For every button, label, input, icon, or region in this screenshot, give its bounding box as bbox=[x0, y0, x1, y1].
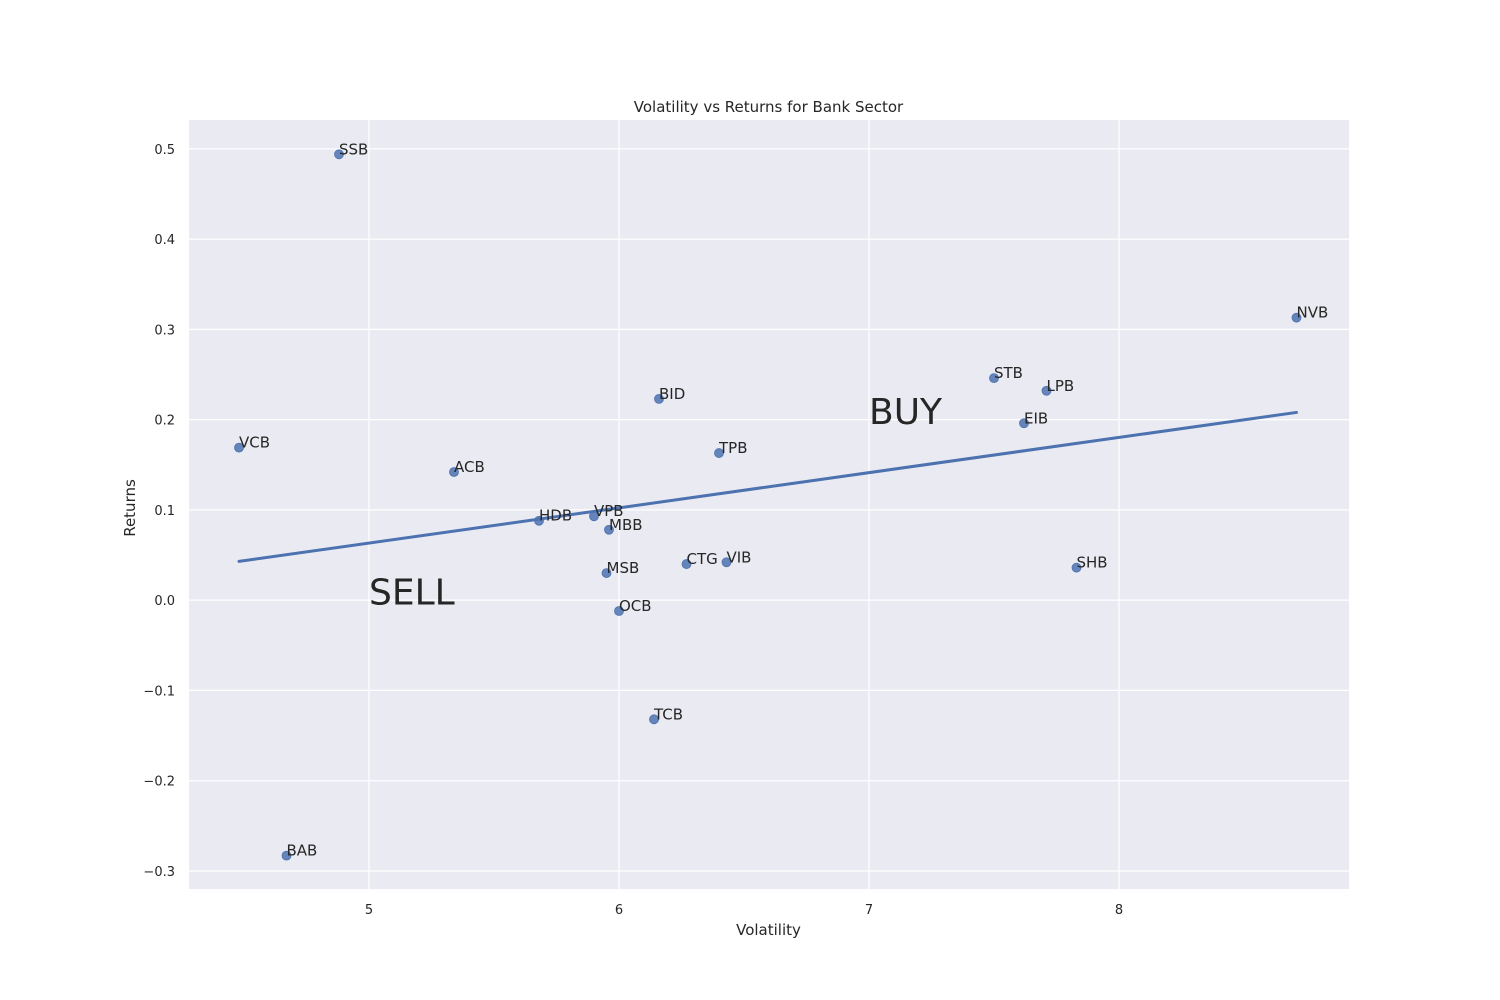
point-label-mbb: MBB bbox=[609, 516, 643, 534]
point-label-lpb: LPB bbox=[1047, 377, 1075, 395]
point-label-eib: EIB bbox=[1024, 409, 1048, 427]
data-point-hdb bbox=[534, 515, 544, 526]
y-tick-label: −0.1 bbox=[143, 684, 175, 699]
data-point-mbb bbox=[604, 524, 614, 535]
y-tick-label: 0.5 bbox=[154, 143, 175, 158]
point-label-stb: STB bbox=[994, 364, 1023, 382]
point-label-ocb: OCB bbox=[619, 597, 652, 615]
y-axis-label: Returns bbox=[121, 479, 139, 537]
y-tick-label: 0.1 bbox=[154, 504, 175, 519]
y-tick-label: 0.0 bbox=[154, 594, 175, 609]
point-label-tpb: TPB bbox=[718, 439, 748, 457]
point-label-shb: SHB bbox=[1077, 554, 1108, 572]
data-point-acb bbox=[449, 467, 459, 477]
data-points bbox=[234, 149, 1302, 861]
point-label-msb: MSB bbox=[607, 559, 640, 577]
point-label-vib: VIB bbox=[727, 548, 752, 566]
data-point-shb bbox=[1071, 562, 1082, 573]
point-label-vcb: VCB bbox=[239, 434, 270, 452]
data-point-vpb bbox=[589, 511, 599, 522]
data-point-vib bbox=[721, 557, 732, 568]
x-tick-label: 7 bbox=[865, 903, 873, 918]
data-point-ssb bbox=[334, 149, 344, 160]
data-point-stb bbox=[989, 373, 999, 384]
x-axis-label: Volatility bbox=[736, 921, 801, 939]
trend-line bbox=[237, 410, 1298, 563]
y-tick-label: −0.3 bbox=[143, 865, 175, 880]
grid-lines bbox=[189, 120, 1349, 889]
data-point-tcb bbox=[649, 714, 659, 725]
point-label-bab: BAB bbox=[287, 842, 318, 860]
point-label-ctg: CTG bbox=[687, 550, 718, 568]
plot-area bbox=[189, 120, 1349, 889]
point-label-acb: ACB bbox=[454, 458, 485, 476]
point-label-nvb: NVB bbox=[1297, 304, 1329, 322]
x-tick-label: 5 bbox=[365, 903, 373, 918]
annotations: BUY SELL bbox=[369, 392, 943, 614]
data-point-vcb bbox=[234, 442, 244, 453]
data-point-bid bbox=[654, 393, 664, 404]
point-label-bid: BID bbox=[659, 385, 685, 403]
annotation-buy: BUY bbox=[869, 392, 943, 433]
y-tick-labels: 0.5 0.4 0.3 0.2 0.1 0.0 −0.1 −0.2 −0.3 bbox=[143, 143, 175, 880]
data-point-nvb bbox=[1291, 312, 1302, 323]
point-label-vpb: VPB bbox=[594, 502, 624, 520]
data-point-bab bbox=[281, 850, 292, 861]
data-point-lpb bbox=[1041, 385, 1052, 396]
point-label-ssb: SSB bbox=[339, 140, 368, 158]
point-label-hdb: HDB bbox=[539, 507, 572, 525]
data-point-eib bbox=[1019, 418, 1029, 429]
annotation-sell: SELL bbox=[369, 573, 455, 614]
x-tick-labels: 5 6 7 8 bbox=[365, 903, 1123, 918]
data-point-ocb bbox=[614, 606, 624, 616]
chart-title: Volatility vs Returns for Bank Sector bbox=[634, 98, 904, 116]
y-tick-label: −0.2 bbox=[143, 775, 175, 790]
y-tick-label: 0.4 bbox=[154, 233, 175, 248]
data-point-msb bbox=[601, 568, 612, 578]
data-point-tpb bbox=[714, 448, 724, 458]
x-tick-label: 6 bbox=[615, 903, 623, 918]
y-tick-label: 0.2 bbox=[154, 414, 175, 429]
data-point-ctg bbox=[681, 559, 692, 569]
y-tick-label: 0.3 bbox=[154, 323, 175, 338]
point-label-tcb: TCB bbox=[653, 705, 683, 723]
x-tick-label: 8 bbox=[1115, 903, 1123, 918]
